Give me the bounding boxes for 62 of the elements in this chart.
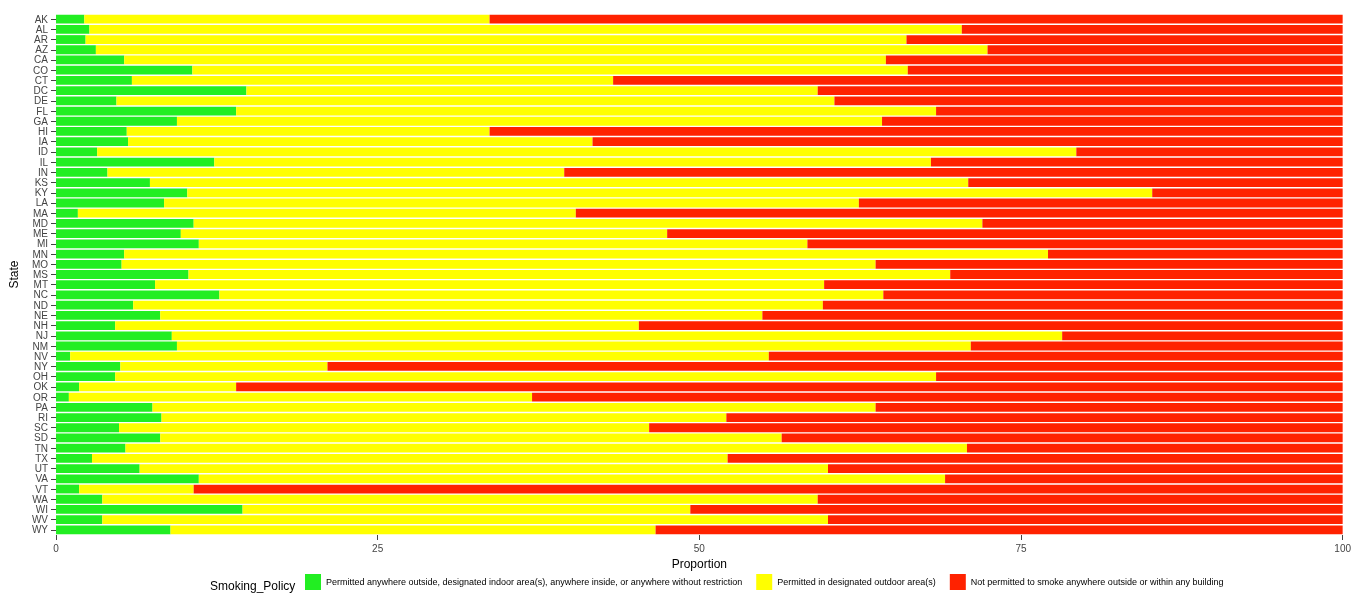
y-tick-label: NH xyxy=(33,320,48,332)
x-tick-label: 0 xyxy=(53,542,60,554)
y-tick-label: IA xyxy=(38,136,49,148)
y-tick-label: LA xyxy=(35,197,49,209)
y-tick-label: CA xyxy=(34,54,49,66)
y-tick-label: IL xyxy=(39,156,49,168)
y-tick-label: VT xyxy=(35,483,48,495)
y-tick-label: TX xyxy=(35,452,49,464)
y-tick-label: ND xyxy=(33,299,48,311)
y-tick-label: ID xyxy=(38,146,48,158)
y-tick-label: MT xyxy=(33,279,48,291)
y-tick-label: UT xyxy=(34,463,48,475)
y-tick-label: AZ xyxy=(35,44,48,56)
y-tick-label: TN xyxy=(34,442,48,454)
x-tick-label: 25 xyxy=(372,542,384,554)
y-tick-label: NC xyxy=(33,289,48,301)
y-tick-label: MA xyxy=(33,207,49,219)
y-tick-label: HI xyxy=(38,125,48,137)
y-tick-label: CT xyxy=(34,74,48,86)
y-tick-label: NV xyxy=(34,350,49,362)
y-tick-label: CO xyxy=(33,64,49,76)
y-tick-label: WA xyxy=(32,493,49,505)
y-tick-label: MD xyxy=(32,217,48,229)
y-tick-label: MS xyxy=(33,269,49,280)
y-tick-label: DC xyxy=(33,85,48,97)
y-tick-label: IN xyxy=(38,166,48,178)
y-tick-label: SC xyxy=(34,422,48,434)
legend-label: Permitted anywhere outside, designated indoor area(s), anywhere inside, or anywhere without restriction xyxy=(326,577,743,587)
legend-title: Smoking_Policy xyxy=(210,579,296,593)
y-tick-label: KS xyxy=(34,177,49,189)
y-tick-label: WI xyxy=(35,503,48,515)
y-tick-label: WV xyxy=(31,514,49,526)
y-tick-label: SD xyxy=(34,432,48,444)
y-tick-label: AL xyxy=(35,23,49,35)
y-tick-label: ME xyxy=(33,228,49,240)
x-tick-label: 50 xyxy=(693,542,706,554)
x-tick-label: 75 xyxy=(1015,542,1027,554)
y-tick-label: AK xyxy=(34,13,49,25)
y-axis-title: State xyxy=(7,260,21,289)
y-tick-label: OR xyxy=(33,391,48,403)
legend-label: Not permitted to smoke anywhere outside or within any building xyxy=(970,577,1224,587)
y-tick-label: VA xyxy=(35,473,49,485)
y-tick-label: NE xyxy=(34,309,49,321)
y-tick-label: FL xyxy=(36,105,49,117)
y-tick-label: GA xyxy=(33,115,49,127)
y-tick-label: OH xyxy=(33,371,48,383)
y-tick-label: WY xyxy=(31,524,49,536)
x-tick-label: 100 xyxy=(1334,542,1352,554)
y-tick-label: PA xyxy=(35,401,49,413)
y-tick-label: OK xyxy=(33,381,49,393)
y-tick-label: MO xyxy=(31,258,49,270)
y-tick-label: DE xyxy=(34,95,49,107)
y-tick-label: NJ xyxy=(35,330,48,342)
legend-label: Permitted in designated outdoor area(s) xyxy=(777,577,936,587)
y-tick-label: MI xyxy=(36,238,48,250)
y-tick-label: RI xyxy=(38,412,48,424)
y-tick-label: NY xyxy=(34,360,49,372)
y-tick-label: NM xyxy=(32,340,48,352)
y-tick-label: KY xyxy=(34,187,49,199)
y-tick-label: MN xyxy=(32,248,48,260)
y-tick-label: AR xyxy=(34,34,48,46)
x-axis-title: Proportion xyxy=(671,556,728,571)
